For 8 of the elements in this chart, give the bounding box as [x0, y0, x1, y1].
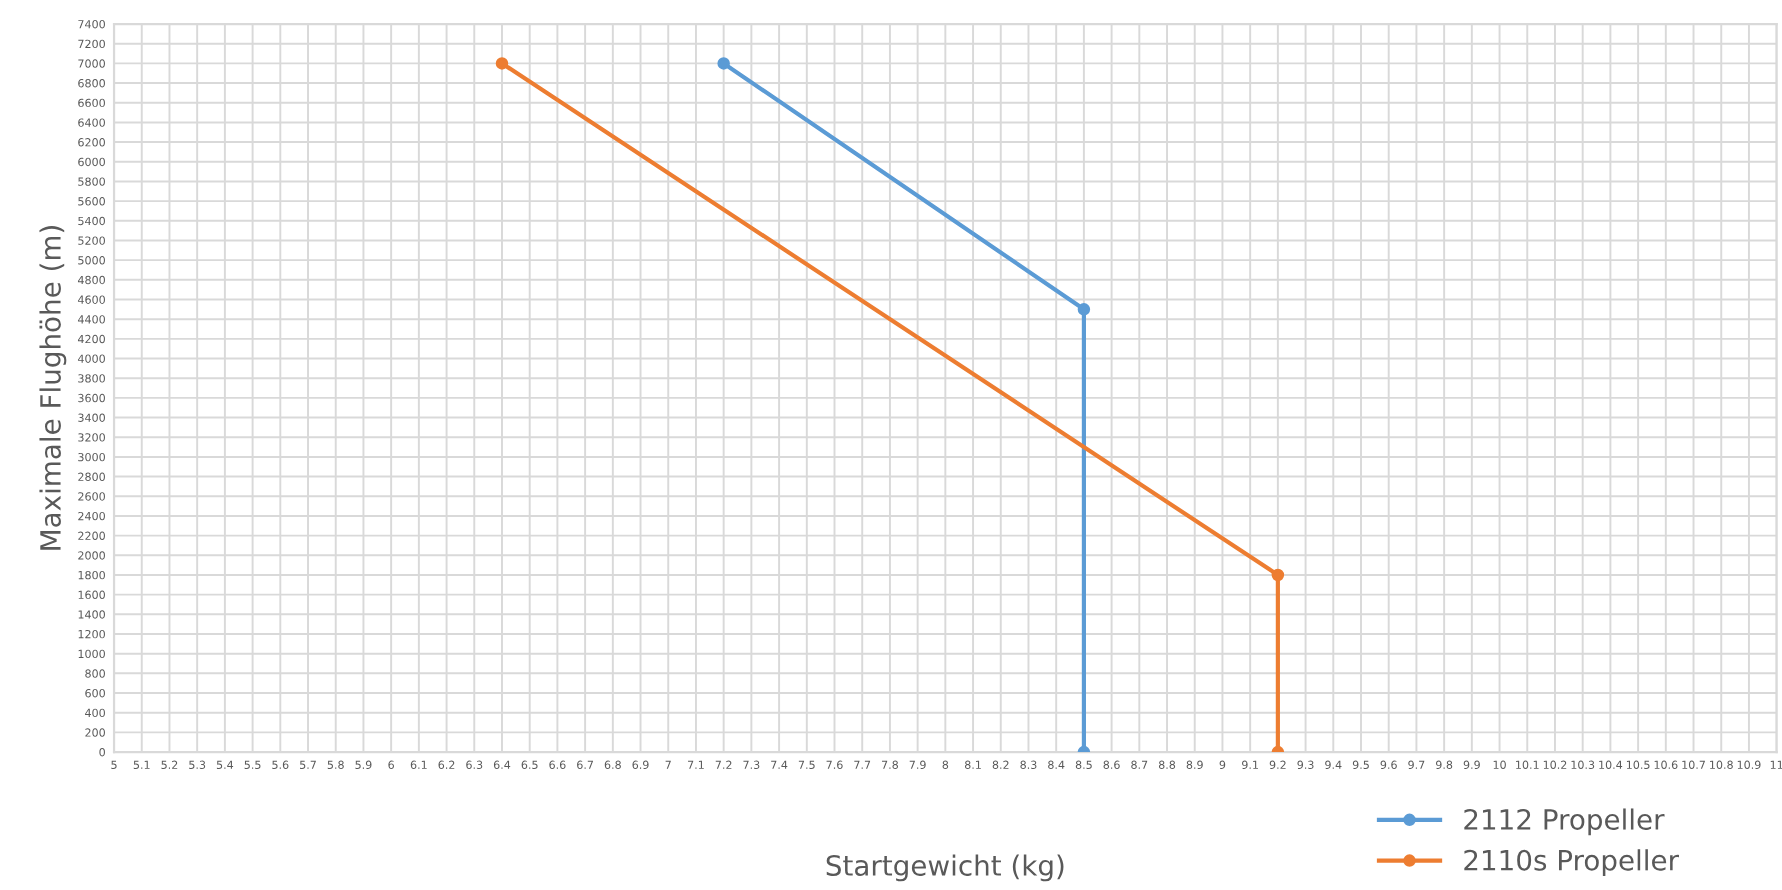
- y-axis-title: Maximale Flughöhe (m): [39, 226, 67, 550]
- point: [717, 57, 730, 70]
- legend-label: 2110s Propeller: [1464, 849, 1680, 877]
- point: [1271, 568, 1285, 582]
- point: [495, 57, 509, 70]
- x-axis-title: Startgewicht (kg): [826, 854, 1064, 882]
- point: [1077, 303, 1091, 316]
- legend-label: 2112 Propeller: [1464, 808, 1665, 836]
